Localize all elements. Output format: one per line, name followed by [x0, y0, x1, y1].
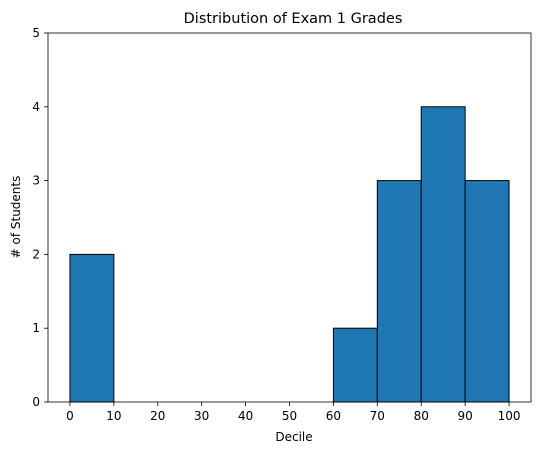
histogram-bar	[464, 180, 510, 403]
x-tick-label: 60	[326, 409, 341, 423]
x-axis-label: Decile	[275, 430, 312, 444]
y-tick-label: 2	[32, 247, 40, 261]
x-tick-label: 100	[498, 409, 521, 423]
x-tick-label: 20	[150, 409, 165, 423]
x-tick-label: 10	[106, 409, 121, 423]
x-tick-label: 70	[370, 409, 385, 423]
x-tick-label: 30	[194, 409, 209, 423]
y-tick-label: 5	[32, 26, 40, 40]
histogram-bar	[69, 253, 115, 403]
y-tick-label: 4	[32, 100, 40, 114]
y-axis-label: # of Students	[9, 176, 23, 259]
x-tick-label: 50	[282, 409, 297, 423]
y-tick-label: 0	[32, 395, 40, 409]
x-ticks-group: 0 10 20 30 40 50 60 70 80 90 100	[66, 402, 520, 423]
histogram-bar	[332, 327, 378, 403]
x-tick-label: 0	[66, 409, 74, 423]
bars-group	[69, 106, 510, 403]
histogram-bar	[376, 180, 422, 403]
y-tick-label: 1	[32, 321, 40, 335]
x-tick-label: 80	[414, 409, 429, 423]
chart-title: Distribution of Exam 1 Grades	[184, 11, 403, 27]
histogram-bar	[420, 106, 466, 403]
y-tick-label: 3	[32, 174, 40, 188]
y-ticks-group: 0 1 2 3 4 5	[32, 26, 48, 409]
x-tick-label: 40	[238, 409, 253, 423]
x-tick-label: 90	[457, 409, 472, 423]
